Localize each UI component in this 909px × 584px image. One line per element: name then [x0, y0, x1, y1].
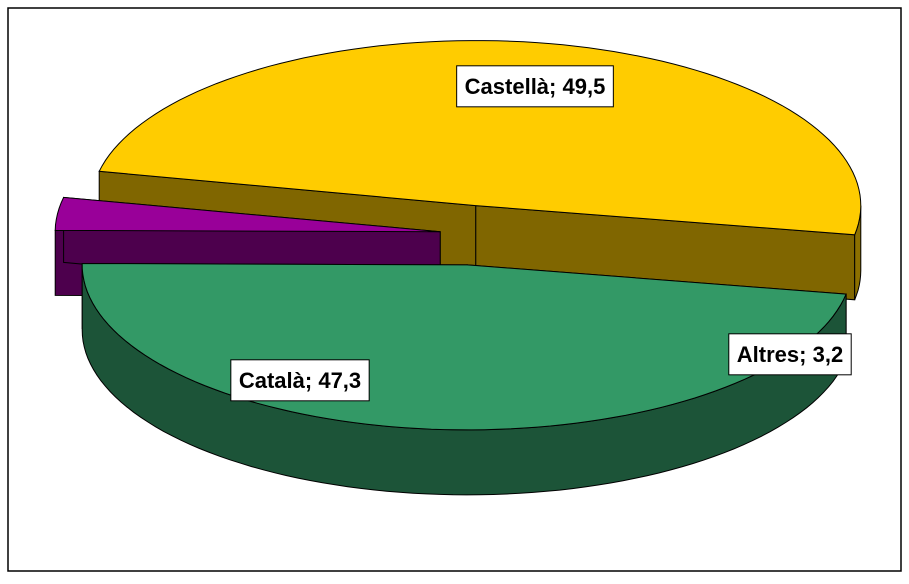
separator: ; [549, 74, 562, 99]
label-box [728, 333, 852, 376]
category-label: Castellà [465, 74, 550, 99]
data-label: Català; 47,3 [230, 359, 370, 402]
label-text: Castellà; 49,5 [465, 74, 606, 99]
label-text: Català; 47,3 [239, 368, 361, 393]
slice-top [98, 40, 862, 236]
data-label: Castellà; 49,5 [456, 65, 614, 108]
data-label: Altres; 3,2 [728, 333, 852, 376]
pie: Castellà; 49,5 Català; 47,3 Altres; 3,2 [54, 40, 862, 496]
slice-top [54, 196, 441, 233]
value-label: 49,5 [563, 74, 606, 99]
label-box [230, 359, 370, 402]
category-label: Altres [737, 342, 799, 367]
separator: ; [305, 368, 318, 393]
label-box [456, 65, 614, 108]
slice [81, 262, 847, 496]
separator: ; [799, 342, 812, 367]
label-text: Altres; 3,2 [737, 342, 843, 367]
category-label: Català [239, 368, 306, 393]
value-label: 3,2 [813, 342, 844, 367]
value-label: 47,3 [318, 368, 361, 393]
